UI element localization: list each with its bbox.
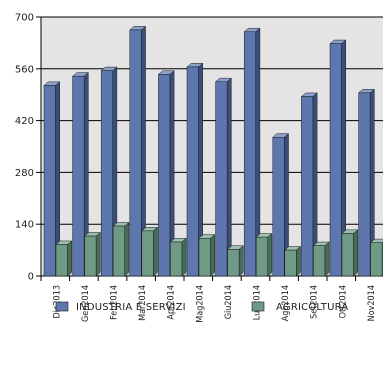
- bar-side-face: [324, 241, 330, 277]
- bar-agricoltura: [284, 245, 302, 277]
- gridlines: [41, 16, 383, 225]
- y-tick-labels: 0 140 280 420 560 700: [15, 13, 34, 283]
- bar-side-face: [153, 226, 158, 277]
- y-tick-label: 420: [15, 116, 34, 127]
- bar-front-face: [341, 233, 354, 277]
- x-tick-label: Mag2014: [195, 285, 205, 323]
- bar-agricoltura: [83, 231, 101, 277]
- bar-front-face: [301, 96, 314, 277]
- x-tick-label: Giu2014: [224, 285, 234, 319]
- y-tick-label: 0: [28, 272, 34, 283]
- bar-front-face: [313, 245, 326, 277]
- x-tick-label: Mar2014: [138, 285, 148, 321]
- bar-front-face: [186, 66, 199, 277]
- x-tick-label: Ott2014: [338, 285, 348, 318]
- bar-side-face: [238, 245, 244, 277]
- bar-agricoltura: [341, 229, 359, 277]
- bar-side-face: [67, 240, 72, 277]
- bar-side-face: [181, 237, 187, 277]
- bar-industria-servizi: [300, 92, 318, 277]
- bar-front-face: [112, 225, 125, 277]
- bar-industria-servizi: [243, 27, 261, 277]
- bar-side-face: [95, 231, 101, 277]
- bar-agricoltura: [255, 233, 273, 277]
- bar-side-face: [353, 229, 358, 277]
- bar-front-face: [358, 92, 371, 277]
- x-tick-label: Gen2014: [81, 285, 91, 322]
- bar-side-face: [296, 245, 301, 277]
- axes: [36, 16, 383, 281]
- x-tick-label: Apr2014: [167, 285, 177, 320]
- bar-front-face: [170, 241, 183, 277]
- bar-industria-servizi: [329, 39, 347, 277]
- y-tick-label: 560: [15, 64, 34, 75]
- bar-front-face: [243, 31, 256, 277]
- legend-swatch: [251, 301, 265, 312]
- bar-front-face: [129, 29, 142, 277]
- legend-item-industria-servizi: INDUSTRIA E SERVIZI: [55, 301, 186, 313]
- bars: [43, 25, 383, 277]
- bar-side-face: [210, 234, 215, 277]
- legend-label: AGRICOLTURA: [276, 302, 348, 313]
- bar-agricoltura: [169, 237, 187, 277]
- bar-agricoltura: [312, 241, 330, 277]
- bar-front-face: [198, 238, 211, 277]
- bar-industria-servizi: [43, 81, 61, 277]
- bar-front-face: [84, 235, 97, 277]
- bar-side-face: [226, 77, 232, 277]
- bar-front-face: [100, 70, 113, 277]
- bar-agricoltura: [141, 226, 159, 277]
- bar-agricoltura: [226, 245, 244, 277]
- bar-front-face: [329, 43, 342, 277]
- bar-front-face: [141, 230, 154, 277]
- bar-side-face: [267, 233, 273, 277]
- legend: INDUSTRIA E SERVIZI AGRICOLTURA: [55, 301, 348, 313]
- bar-industria-servizi: [157, 70, 175, 277]
- bar-front-face: [72, 75, 85, 277]
- bar-front-face: [284, 249, 297, 277]
- bar-agricoltura: [369, 238, 383, 277]
- bar-front-face: [158, 74, 171, 277]
- bar-side-face: [124, 221, 130, 277]
- y-tick-label: 700: [15, 13, 34, 24]
- bar-agricoltura: [198, 234, 216, 277]
- y-tick-label: 280: [15, 168, 34, 179]
- x-tick-label: Ago2014: [281, 285, 291, 321]
- bar-front-face: [255, 236, 268, 277]
- bar-agricoltura: [112, 221, 130, 277]
- legend-swatch: [55, 301, 69, 312]
- bar-industria-servizi: [186, 62, 204, 277]
- bar-industria-servizi: [214, 77, 232, 277]
- legend-label: INDUSTRIA E SERVIZI: [76, 302, 186, 313]
- bar-front-face: [370, 242, 383, 277]
- bar-front-face: [272, 137, 285, 277]
- bar-agricoltura: [55, 240, 73, 277]
- legend-item-agricoltura: AGRICOLTURA: [251, 301, 348, 313]
- x-tick-label: Set2014: [310, 285, 320, 319]
- x-tick-label: Nov2014: [367, 285, 377, 321]
- bar-front-face: [55, 244, 68, 277]
- bar-front-face: [215, 81, 228, 277]
- y-tick-label: 140: [15, 220, 34, 231]
- bar-front-face: [227, 249, 240, 277]
- bar-front-face: [43, 85, 56, 277]
- x-tick-label: Feb2014: [110, 285, 120, 320]
